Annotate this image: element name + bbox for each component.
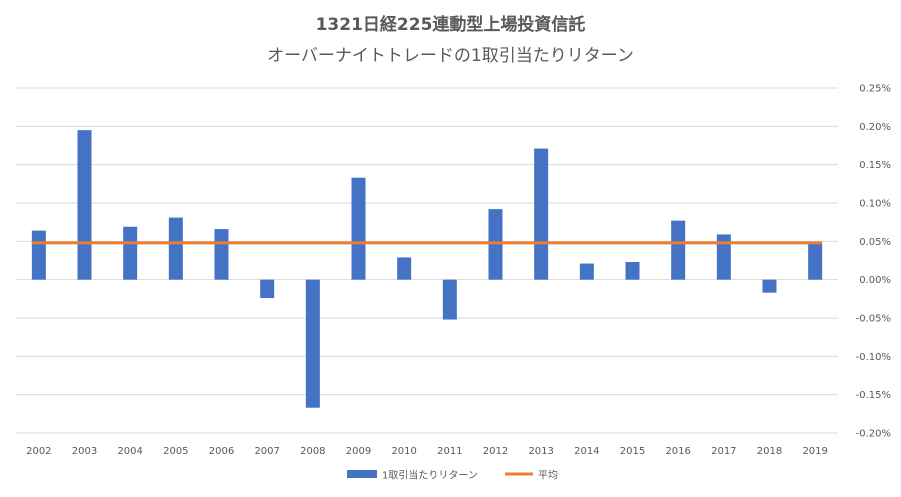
x-tick-label: 2002 [26,446,51,457]
bar [716,234,731,280]
y-tick-label: -0.20% [856,429,891,440]
bar [625,262,640,280]
y-tick-label: 0.15% [859,160,891,171]
chart-subtitle: オーバーナイトトレードの1取引当たりリターン [267,46,634,66]
bar [397,257,412,280]
x-tick-label: 2006 [209,446,234,457]
bar [305,279,320,408]
legend-bar-label: 1取引当たりリターン [382,469,478,482]
bar [442,279,457,320]
x-tick-label: 2008 [300,446,325,457]
bar [214,229,229,280]
bar [808,243,823,280]
x-tick-label: 2007 [254,446,279,457]
x-tick-label: 2013 [528,446,553,457]
x-tick-label: 2004 [117,446,142,457]
bar [168,217,183,280]
legend-bar-swatch [347,470,377,478]
bar [123,226,138,280]
y-tick-label: -0.10% [856,352,891,363]
x-tick-label: 2012 [483,446,508,457]
y-tick-label: 0.25% [859,84,891,95]
bar [77,130,92,280]
y-tick-label: 0.05% [859,237,891,248]
chart-title: 1321日経225連動型上場投資信託 [315,15,586,35]
x-tick-label: 2015 [620,446,645,457]
x-tick-label: 2003 [72,446,97,457]
x-tick-label: 2014 [574,446,599,457]
bar [351,177,366,280]
y-tick-label: -0.05% [856,314,891,325]
bar [260,279,275,299]
bar [579,263,594,280]
x-tick-label: 2018 [757,446,782,457]
y-tick-label: -0.15% [856,390,891,401]
x-tick-label: 2005 [163,446,188,457]
y-tick-label: 0.10% [859,199,891,210]
y-tick-label: 0.20% [859,122,891,133]
x-tick-label: 2010 [391,446,416,457]
x-tick-label: 2019 [802,446,827,457]
bar [671,220,686,280]
bar [534,148,549,280]
y-tick-label: 0.00% [859,275,891,286]
x-tick-label: 2017 [711,446,736,457]
bar [762,279,777,293]
bar [31,230,46,280]
x-tick-label: 2016 [665,446,690,457]
bar [488,209,503,280]
x-tick-label: 2009 [346,446,371,457]
legend-line-label: 平均 [538,470,558,482]
x-tick-label: 2011 [437,446,462,457]
